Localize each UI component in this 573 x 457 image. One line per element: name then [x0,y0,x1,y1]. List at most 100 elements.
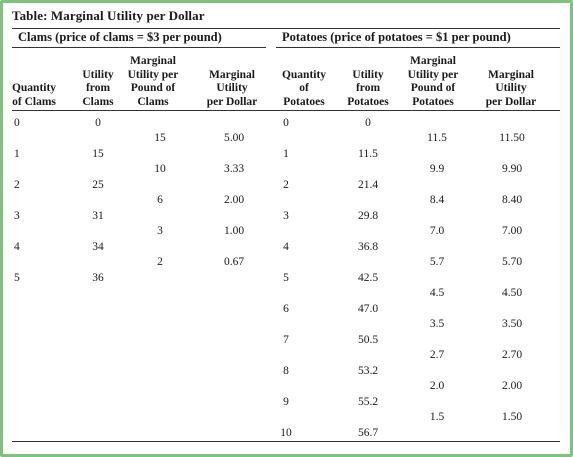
clams-utility-cell: 31 [92,210,104,222]
clams-utility-cell: 15 [92,148,104,160]
header-line: Utility [216,82,248,94]
table-title: Table: Marginal Utility per Dollar [12,8,205,23]
header-line: from [355,82,381,94]
clams-quantity-cell: 2 [14,179,20,191]
potatoes-quantity-cell: 5 [283,272,289,284]
clams-utility-cell: 34 [92,241,104,253]
potatoes-quantity-cell: 7 [283,334,289,346]
potatoes-group-header: Potatoes (price of potatoes = $1 per pou… [282,30,511,44]
potatoes-utility-cell: 29.8 [357,210,379,222]
potatoes-quantity-cell: 4 [283,241,289,253]
potatoes-mu-per-dollar-cell: 11.50 [499,132,525,144]
clams-marginal-utility-cell: 2 [157,256,163,268]
clams-group-header: Clams (price of clams = $3 per pound) [18,30,222,44]
clams-marginal-utility-cell: 6 [157,194,163,206]
clams-quantity-cell: 4 [14,241,20,253]
potatoes-utility-cell: 11.5 [358,148,378,160]
header-line: Utility [82,68,114,81]
potatoes-quantity-cell: 2 [283,179,289,191]
header-line: Marginal [488,68,534,81]
header-quantity-of-potatoes: Quantity of Potatoes [259,69,349,110]
clams-mu-per-dollar-cell: 2.00 [223,194,245,206]
potatoes-marginal-utility-cell: 7.0 [429,225,445,237]
potatoes-utility-cell: 53.2 [357,365,379,377]
header-line: Utility [352,68,384,81]
clams-marginal-utility-cell: 15 [154,132,166,144]
header-marginal-utility-per-dollar-clams: Marginal Utility per Dollar [187,69,277,110]
clams-mu-per-dollar-cell: 1.00 [223,225,245,237]
clams-marginal-utility-cell: 3 [157,225,163,237]
header-line: per Dollar [485,95,537,108]
potatoes-quantity-cell: 3 [283,210,289,222]
potatoes-quantity-cell: 1 [283,148,289,160]
potatoes-mu-per-dollar-cell: 9.90 [501,163,523,175]
clams-mu-per-dollar-cell: 0.67 [223,256,245,268]
potatoes-marginal-utility-cell: 11.5 [427,132,447,144]
header-line: Quantity [281,68,327,81]
clams-quantity-cell: 1 [14,148,20,160]
header-marginal-utility-per-pound-potatoes: Marginal Utility per Pound of Potatoes [388,55,478,109]
potatoes-quantity-cell: 6 [283,303,289,315]
potatoes-utility-cell: 56.7 [357,427,379,439]
header-line: Pound of [130,82,176,94]
header-line: per Dollar [206,95,258,108]
header-line: Quantity [11,82,57,94]
clams-mu-per-dollar-cell: 3.33 [223,163,245,175]
header-line: Utility per [127,68,179,81]
potatoes-marginal-utility-cell: 3.5 [429,318,445,330]
potatoes-quantity-cell: 8 [283,365,289,377]
header-line: Potatoes [347,95,389,108]
potatoes-utility-cell: 55.2 [357,396,379,408]
potatoes-marginal-utility-cell: 1.5 [429,411,445,423]
potatoes-utility-cell: 0 [365,117,371,129]
potatoes-utility-cell: 50.5 [357,334,379,346]
header-marginal-utility-per-pound-clams: Marginal Utility per Pound of Clams [108,55,198,109]
potatoes-group-rule [276,47,560,48]
potatoes-mu-per-dollar-cell: 1.50 [501,411,523,423]
header-line: Clams [137,95,169,108]
clams-quantity-cell: 0 [14,117,20,129]
potatoes-mu-per-dollar-cell: 8.40 [501,194,523,206]
clams-utility-cell: 25 [92,179,104,191]
header-line: Potatoes [412,95,454,108]
potatoes-utility-cell: 42.5 [357,272,379,284]
header-line: Utility [495,82,527,94]
bottom-rule [12,441,560,442]
header-line: Clams [82,95,114,108]
potatoes-marginal-utility-cell: 8.4 [429,194,445,206]
potatoes-mu-per-dollar-cell: 2.00 [501,380,523,392]
top-rule [12,28,560,29]
potatoes-marginal-utility-cell: 2.7 [429,349,445,361]
header-line: of Clams [12,95,56,108]
clams-utility-cell: 36 [92,272,104,284]
potatoes-marginal-utility-cell: 2.0 [429,380,445,392]
potatoes-quantity-cell: 0 [283,117,289,129]
header-line: Marginal [209,68,255,81]
header-line: Potatoes [283,95,325,108]
potatoes-mu-per-dollar-cell: 4.50 [501,287,523,299]
header-line: Utility per [407,68,459,81]
potatoes-quantity-cell: 10 [280,427,292,439]
potatoes-quantity-cell: 9 [283,396,289,408]
header-line: of [299,82,309,94]
clams-mu-per-dollar-cell: 5.00 [223,132,245,144]
potatoes-mu-per-dollar-cell: 5.70 [501,256,523,268]
header-quantity-of-clams: Quantity of Clams [0,82,79,109]
potatoes-utility-cell: 21.4 [357,179,379,191]
potatoes-utility-cell: 47.0 [357,303,379,315]
potatoes-mu-per-dollar-cell: 2.70 [501,349,523,361]
clams-utility-cell: 0 [95,117,101,129]
potatoes-marginal-utility-cell: 5.7 [429,256,445,268]
header-line: Pound of [410,82,456,94]
potatoes-marginal-utility-cell: 4.5 [429,287,445,299]
header-rule [12,110,560,111]
header-utility-from-clams: Utility from Clams [53,69,143,110]
header-line: Marginal [130,55,176,67]
potatoes-mu-per-dollar-cell: 3.50 [501,318,523,330]
header-line: from [85,82,111,94]
potatoes-mu-per-dollar-cell: 7.00 [501,225,523,237]
clams-marginal-utility-cell: 10 [154,163,166,175]
clams-quantity-cell: 3 [14,210,20,222]
clams-group-rule [12,47,266,48]
header-line: Marginal [410,55,456,67]
